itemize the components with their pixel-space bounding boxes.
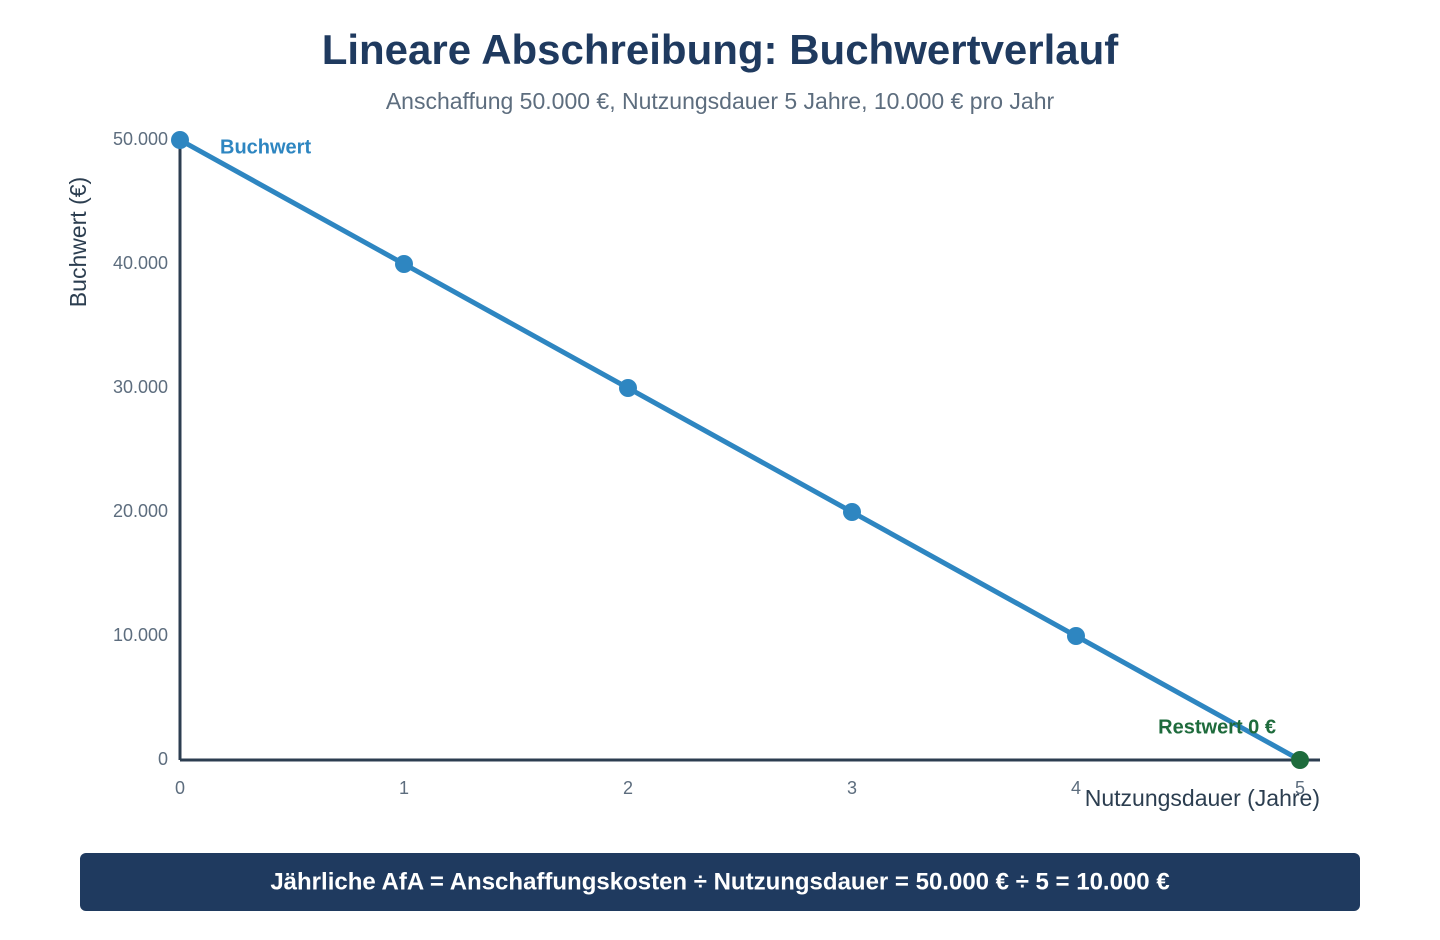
series-label: Buchwert (220, 136, 311, 158)
x-tick-label: 5 (1295, 778, 1305, 798)
y-tick-label: 10.000 (113, 625, 168, 645)
point (843, 503, 861, 521)
point (395, 255, 413, 273)
y-axis-label: Buchwert (€) (65, 177, 91, 307)
annotation: Restwert 0 € (1158, 716, 1276, 738)
point (1291, 751, 1309, 769)
formula-box (80, 853, 1360, 911)
chart-title: Lineare Abschreibung: Buchwertverlauf (322, 26, 1120, 73)
point (171, 131, 189, 149)
y-tick-label: 50.000 (113, 129, 168, 149)
x-tick-label: 1 (399, 778, 409, 798)
chart-subtitle: Anschaffung 50.000 €, Nutzungsdauer 5 Ja… (386, 88, 1055, 114)
y-tick-label: 40.000 (113, 253, 168, 273)
y-tick-label: 20.000 (113, 501, 168, 521)
y-tick-label: 30.000 (113, 377, 168, 397)
x-tick-label: 4 (1071, 778, 1081, 798)
point (619, 379, 637, 397)
formula: Jährliche AfA = Anschaffungskosten ÷ Nut… (270, 868, 1169, 895)
x-tick-label: 3 (847, 778, 857, 798)
point (1067, 627, 1085, 645)
x-axis-label: Nutzungsdauer (Jahre) (1085, 785, 1320, 811)
line (178, 137, 1302, 763)
x-tick-label: 0 (175, 778, 185, 798)
y-tick-label: 0 (158, 749, 168, 769)
x-tick-label: 2 (623, 778, 633, 798)
